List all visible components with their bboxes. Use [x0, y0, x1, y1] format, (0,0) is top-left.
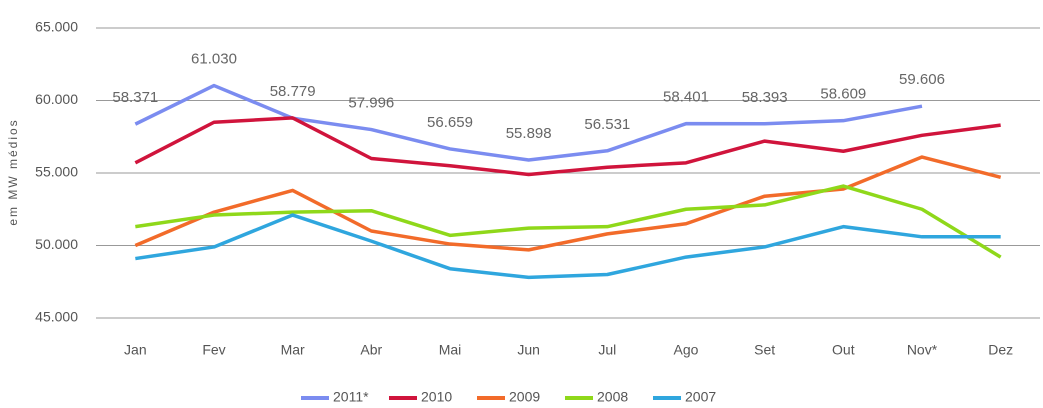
x-tick-label: Set: [754, 342, 775, 358]
legend-label: 2011*: [333, 389, 369, 405]
x-tick-label: Dez: [988, 342, 1013, 358]
series-line: [134, 155, 1002, 252]
x-tick-label: Fev: [202, 342, 225, 358]
data-label: 58.609: [820, 86, 866, 103]
x-tick-label: Jun: [517, 342, 540, 358]
x-tick-label: Nov*: [907, 342, 938, 358]
data-label: 55.898: [506, 125, 552, 142]
x-tick-label: Mar: [281, 342, 305, 358]
y-axis-label: em MW médios: [6, 118, 20, 225]
y-tick-label: 55.000: [35, 164, 78, 180]
series-line: [134, 116, 1001, 177]
y-tick-label: 50.000: [35, 236, 78, 252]
x-tick-label: Out: [832, 342, 855, 358]
legend-label: 2007: [685, 389, 716, 405]
y-tick-label: 45.000: [35, 309, 78, 325]
series-line: [135, 184, 1002, 259]
series-line: [135, 213, 1001, 280]
data-label: 59.606: [899, 71, 945, 88]
x-tick-label: Abr: [360, 342, 382, 358]
legend-label: 2010: [421, 389, 452, 405]
y-tick-label: 65.000: [35, 19, 78, 35]
series-line: [134, 83, 923, 162]
legend-label: 2008: [597, 389, 628, 405]
x-tick-label: Jan: [124, 342, 147, 358]
data-label: 56.531: [584, 116, 630, 133]
data-label: 57.996: [348, 95, 394, 112]
x-tick-label: Ago: [674, 342, 699, 358]
y-tick-label: 60.000: [35, 91, 78, 107]
data-label: 56.659: [427, 114, 473, 131]
data-label: 58.371: [112, 89, 158, 106]
data-label: 58.779: [270, 83, 316, 100]
data-label: 61.030: [191, 51, 237, 68]
x-tick-label: Mai: [439, 342, 462, 358]
data-label: 58.401: [663, 89, 709, 106]
data-label: 58.393: [742, 89, 788, 106]
x-tick-label: Jul: [598, 342, 616, 358]
legend-label: 2009: [509, 389, 540, 405]
